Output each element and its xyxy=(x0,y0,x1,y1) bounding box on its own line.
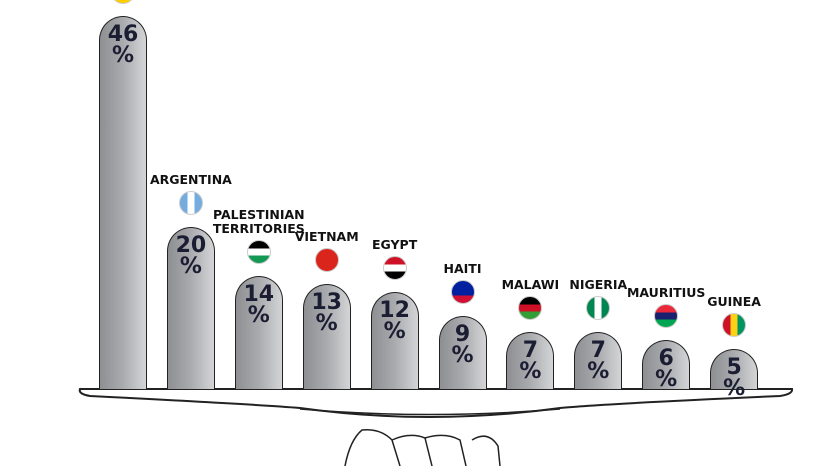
category-label: PALESTINIAN TERRITORIES xyxy=(212,206,305,236)
category-label: EGYPT xyxy=(371,236,418,252)
category-label: MALAWI xyxy=(501,277,560,293)
bar xyxy=(166,227,215,389)
value-label: 6 % xyxy=(655,346,678,393)
value-label: 9 % xyxy=(451,322,474,369)
category-label: HAITI xyxy=(443,261,482,277)
category-label: ARGENTINA xyxy=(149,172,232,187)
flag xyxy=(654,304,679,329)
tray-plate xyxy=(78,388,794,418)
bar xyxy=(302,283,351,389)
flag xyxy=(178,191,203,215)
value-label: 12 % xyxy=(379,297,410,344)
value-label: 7 % xyxy=(587,338,610,385)
category-label: NIGERIA xyxy=(569,277,628,293)
value-label: 7 % xyxy=(519,338,542,385)
bar xyxy=(506,332,555,389)
value-label: 20 % xyxy=(175,233,207,279)
flag xyxy=(450,280,475,305)
flag xyxy=(111,0,135,5)
bar xyxy=(710,348,759,389)
flag xyxy=(246,239,271,264)
bar xyxy=(99,16,147,389)
flag xyxy=(382,255,407,280)
bar xyxy=(438,316,487,389)
flag xyxy=(518,296,543,321)
value-label: 13 % xyxy=(311,289,342,336)
bar xyxy=(370,291,419,389)
flag xyxy=(586,296,611,321)
category-label: MAURITIUS xyxy=(626,285,706,301)
value-label: 14 % xyxy=(243,281,275,328)
flag xyxy=(314,247,339,272)
value-label: 46 % xyxy=(107,22,139,69)
hand xyxy=(344,428,501,466)
flag xyxy=(722,312,747,337)
bar xyxy=(234,275,283,389)
value-label: 5 % xyxy=(723,354,746,401)
bar xyxy=(574,332,623,389)
tray-rim xyxy=(299,408,561,416)
category-label: VIETNAM xyxy=(294,228,359,244)
category-label: GUINEA xyxy=(707,293,761,309)
bar xyxy=(642,340,691,389)
